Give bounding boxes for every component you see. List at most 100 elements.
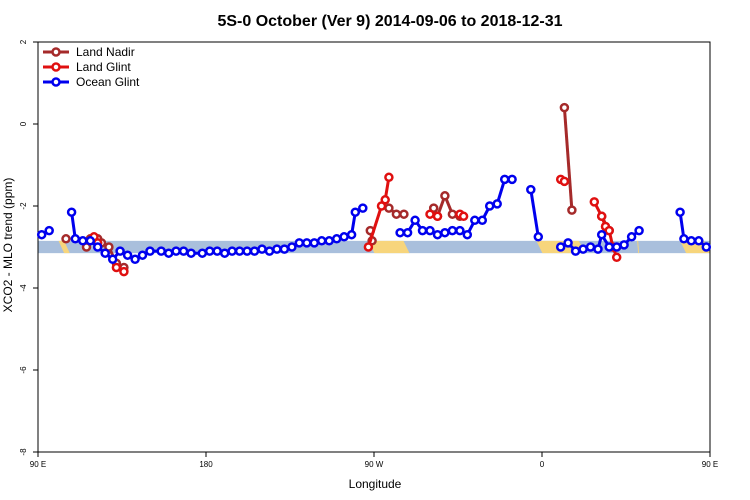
data-point (264, 246, 275, 256)
data-point (212, 246, 222, 256)
x-tick-label: 90 W (365, 460, 384, 469)
series-land-glint (89, 172, 622, 277)
y-tick-label: -6 (19, 366, 28, 374)
legend-label: Land Nadir (76, 45, 135, 59)
x-tick-label: 90 E (702, 460, 718, 469)
data-point (130, 254, 140, 265)
x-axis-label: Longitude (349, 477, 402, 491)
data-point (287, 242, 297, 252)
data-point (462, 229, 473, 240)
data-point (61, 234, 71, 244)
data-point (137, 250, 148, 260)
data-point (578, 244, 588, 254)
data-point (395, 227, 405, 238)
data-point (470, 215, 480, 226)
land-band-segment (58, 240, 70, 254)
legend-entry-ocean-glint: Ocean Glint (43, 75, 140, 89)
data-point (115, 246, 125, 256)
land-band-segment (368, 240, 410, 254)
series-ocean-glint (36, 174, 712, 265)
data-point (391, 209, 402, 219)
data-point (156, 246, 166, 256)
data-point (432, 211, 443, 222)
data-point (563, 238, 573, 248)
series-line (366, 177, 391, 248)
data-point (92, 242, 103, 252)
data-point (122, 250, 133, 260)
x-tick-label: 90 E (30, 460, 46, 469)
data-point (559, 102, 570, 113)
legend-marker (51, 47, 61, 57)
y-tick-label: -4 (19, 284, 28, 292)
legend-label: Land Glint (76, 60, 131, 74)
data-point (604, 242, 614, 252)
data-point (604, 225, 614, 236)
data-point (197, 248, 208, 258)
data-point (611, 242, 622, 252)
data-point (477, 215, 488, 226)
data-point (626, 232, 637, 242)
data-point (302, 238, 312, 248)
data-point (234, 246, 245, 256)
data-point (596, 211, 607, 222)
data-point (589, 197, 600, 207)
data-point (596, 229, 607, 240)
legend-marker (51, 62, 61, 72)
data-point (107, 254, 118, 265)
data-point (380, 195, 390, 205)
data-point (186, 248, 196, 258)
series-layer (36, 102, 712, 277)
data-point (432, 229, 443, 240)
data-point (324, 236, 334, 246)
data-point (384, 203, 394, 213)
data-point (507, 174, 517, 185)
x-tick-label: 180 (199, 460, 213, 469)
y-tick-label: 0 (19, 121, 28, 126)
data-point (634, 225, 644, 236)
data-point (458, 211, 469, 222)
data-point (679, 234, 689, 244)
data-point (686, 236, 697, 246)
data-point (499, 174, 510, 185)
chart-title: 5S-0 October (Ver 9) 2014-09-06 to 2018-… (217, 13, 562, 30)
data-point (279, 244, 290, 254)
data-point (44, 225, 54, 236)
data-point (484, 201, 495, 211)
data-point (163, 248, 174, 258)
data-point (447, 225, 458, 236)
data-point (675, 207, 685, 217)
data-point (111, 262, 122, 273)
data-point (339, 232, 349, 242)
data-point (425, 225, 435, 236)
data-point (559, 176, 570, 187)
data-point (100, 248, 110, 258)
data-point (425, 209, 435, 219)
legend-entry-land-nadir: Land Nadir (43, 45, 135, 59)
data-point (257, 244, 267, 254)
data-point (178, 246, 189, 256)
data-point (593, 244, 603, 254)
axes: 90 E 180 90 W 0 90 E 2 0 -2 -4 -6 -8 (19, 39, 718, 469)
y-tick-label: -8 (19, 448, 28, 456)
data-point (204, 246, 215, 256)
data-point (350, 207, 361, 217)
data-point (78, 236, 88, 246)
data-point (447, 209, 458, 219)
data-point (272, 244, 282, 254)
legend-label: Ocean Glint (76, 75, 140, 89)
data-point (410, 215, 420, 226)
data-point (492, 199, 502, 209)
data-point (346, 229, 357, 240)
data-point (384, 172, 394, 183)
data-point (242, 246, 252, 256)
series-line (562, 107, 574, 211)
y-tick-label: -2 (19, 202, 28, 210)
data-point (701, 242, 712, 252)
data-point (316, 236, 327, 246)
data-point (526, 184, 536, 195)
y-axis-label: XCO2 - MLO trend (ppm) (1, 178, 15, 313)
data-point (455, 225, 465, 236)
data-point (119, 266, 129, 277)
